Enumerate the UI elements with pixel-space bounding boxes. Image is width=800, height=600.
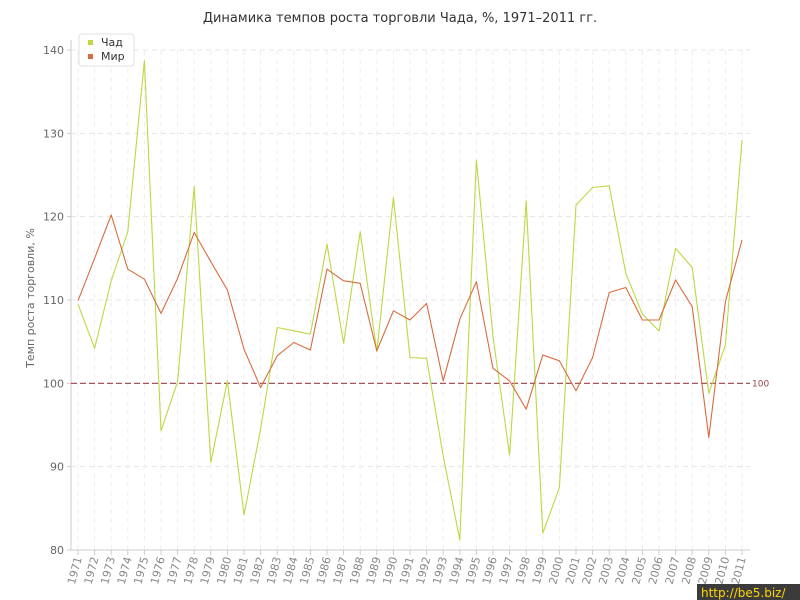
legend-swatch — [88, 40, 93, 45]
series-line-chad — [77, 60, 743, 541]
y-tick-label: 140 — [43, 44, 64, 57]
reference-line-label: 100 — [752, 379, 769, 389]
y-tick-label: 80 — [50, 544, 64, 557]
legend-label[interactable]: Мир — [101, 50, 125, 63]
y-tick-label: 110 — [43, 294, 64, 307]
y-tick-label: 90 — [50, 461, 64, 474]
y-tick-label: 130 — [43, 127, 64, 140]
x-axis-ticks: 1971197219731974197519761977197819791980… — [65, 550, 749, 586]
y-tick-label: 100 — [43, 377, 64, 390]
reference-line: 100 — [71, 379, 769, 389]
y-axis-ticks: 80 90 100 110 120 130 140 — [43, 44, 71, 557]
x-tick-label: 2011 — [729, 555, 749, 585]
watermark-text[interactable]: http://be5.biz/ — [701, 586, 786, 600]
watermark[interactable]: http://be5.biz/ — [697, 584, 800, 600]
watermark-background — [697, 584, 800, 600]
grid — [71, 49, 750, 550]
legend-label[interactable]: Чад — [101, 36, 123, 49]
series-group — [77, 60, 743, 541]
legend-swatch — [88, 54, 93, 59]
y-axis-label: Темп роста торговли, % — [24, 228, 37, 369]
series-line-world — [77, 214, 743, 439]
y-tick-label: 120 — [43, 211, 64, 224]
chart-title: Динамика темпов роста торговли Чада, %, … — [203, 11, 597, 26]
